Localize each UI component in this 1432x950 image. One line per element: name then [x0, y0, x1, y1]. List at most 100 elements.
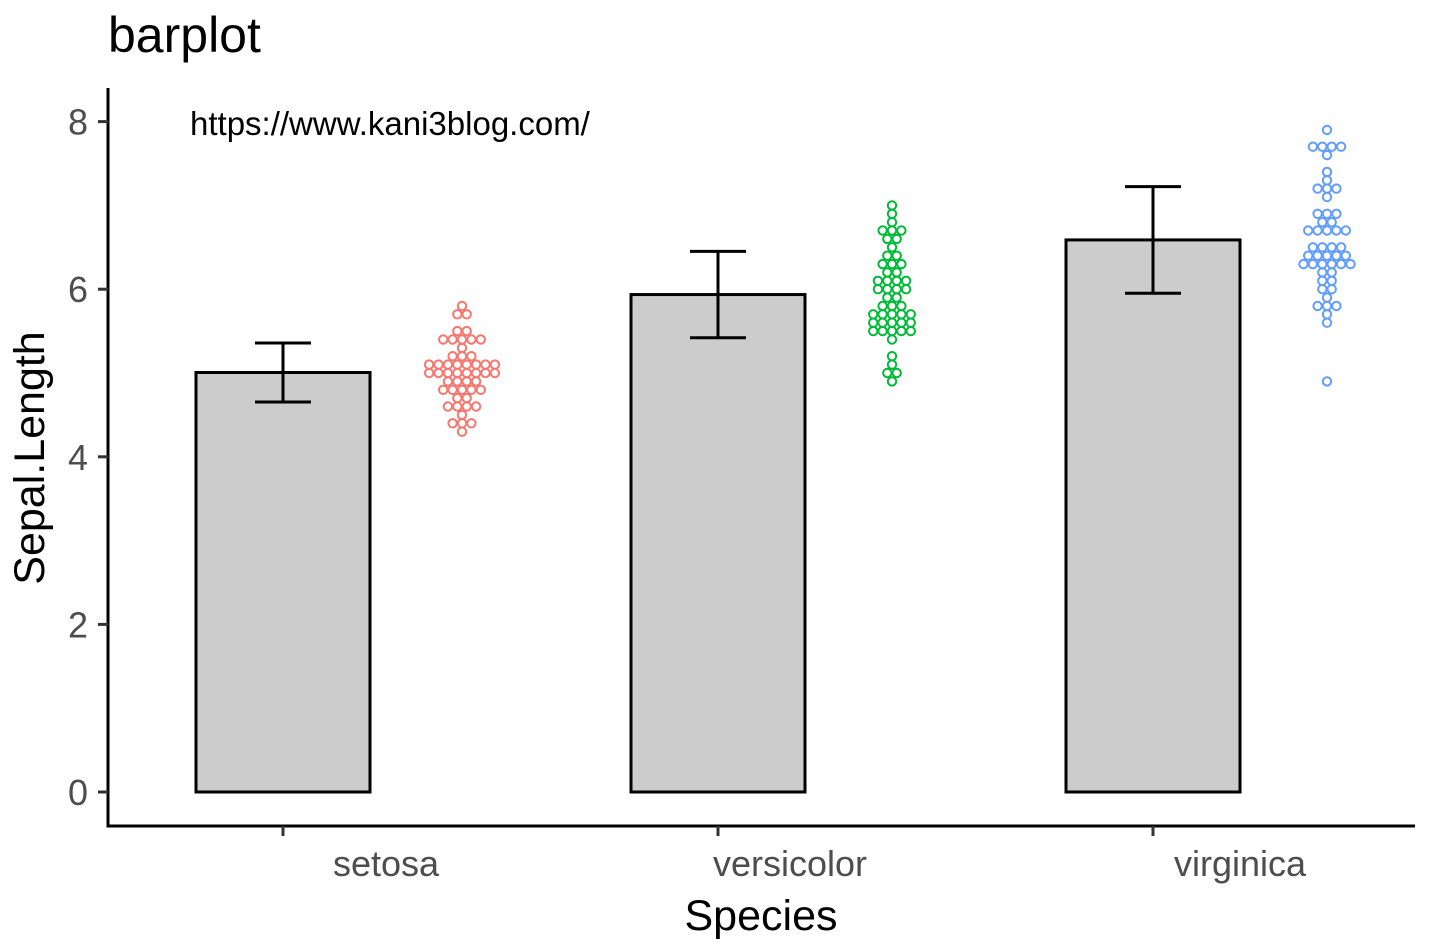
watermark-url: https://www.kani3blog.com/: [190, 105, 591, 142]
data-point: [886, 359, 898, 370]
data-point: [1340, 250, 1352, 261]
data-point: [1326, 217, 1337, 228]
data-point: [1312, 250, 1323, 261]
x-tick-label: versicolor: [713, 843, 867, 884]
data-point: [442, 401, 454, 412]
error-bar-versicolor: [690, 249, 746, 340]
y-axis-title: Sepal.Length: [6, 331, 54, 584]
data-point: [438, 384, 449, 395]
data-point: [475, 384, 486, 395]
data-point: [1317, 275, 1328, 286]
data-point: [891, 284, 902, 295]
data-point: [447, 418, 458, 429]
data-point: [886, 200, 898, 211]
x-axis-title: Species: [685, 892, 838, 940]
data-point: [1326, 258, 1337, 270]
data-point: [891, 267, 902, 278]
data-point: [886, 317, 898, 328]
data-point: [886, 225, 898, 236]
data-point: [1307, 141, 1319, 152]
data-point: [1321, 376, 1333, 387]
data-point: [891, 233, 902, 245]
data-point: [423, 359, 435, 370]
data-point: [905, 325, 916, 337]
plot-area: [194, 124, 1356, 794]
data-point: [900, 275, 912, 286]
data-point: [1326, 267, 1337, 278]
data-point: [877, 300, 888, 312]
data-point: [470, 359, 482, 370]
data-point: [886, 242, 898, 253]
data-point: [1312, 208, 1323, 220]
dotplot-setosa: [423, 300, 501, 437]
data-point: [442, 367, 454, 379]
data-point: [1321, 191, 1333, 203]
data-point: [886, 258, 898, 270]
data-point: [886, 217, 898, 228]
data-point: [1321, 166, 1333, 178]
data-point: [456, 426, 468, 437]
data-point: [1331, 300, 1342, 312]
data-point: [1317, 242, 1328, 253]
y-tick-label: 8: [68, 102, 88, 143]
data-point: [1326, 141, 1337, 152]
x-tick-label: setosa: [333, 843, 440, 884]
data-point: [882, 250, 893, 261]
data-point: [466, 351, 477, 362]
data-point: [447, 384, 458, 395]
data-point: [877, 325, 888, 337]
data-point: [456, 351, 468, 362]
data-point: [896, 309, 907, 320]
dotplot-versicolor: [868, 200, 916, 387]
data-point: [1303, 225, 1314, 236]
data-point: [1326, 275, 1337, 286]
data-point: [1326, 284, 1337, 295]
chart-title: barplot: [108, 7, 261, 63]
data-point: [1317, 267, 1328, 278]
data-point: [905, 309, 916, 320]
data-point: [882, 367, 893, 379]
data-point: [1317, 284, 1328, 295]
data-point: [456, 409, 468, 421]
data-point: [886, 351, 898, 362]
y-tick-label: 0: [68, 772, 88, 813]
data-point: [891, 367, 902, 379]
data-point: [452, 325, 463, 337]
data-point: [886, 376, 898, 387]
data-point: [433, 367, 444, 379]
data-point: [905, 317, 916, 328]
data-point: [1331, 208, 1342, 220]
data-point: [438, 334, 449, 345]
data-point: [1303, 250, 1314, 261]
bar-setosa: [194, 370, 372, 794]
data-point: [452, 376, 463, 387]
data-point: [1335, 141, 1347, 152]
data-point: [1340, 225, 1352, 236]
data-point: [1331, 250, 1342, 261]
data-point: [882, 284, 893, 295]
data-point: [470, 367, 482, 379]
data-point: [877, 258, 888, 270]
data-point: [1312, 300, 1323, 312]
data-point: [1321, 300, 1333, 312]
data-point: [877, 309, 888, 320]
data-point: [1321, 292, 1333, 303]
data-point: [1317, 141, 1328, 152]
data-point: [461, 392, 472, 404]
data-point: [896, 300, 907, 312]
data-point: [868, 325, 879, 337]
data-point: [1335, 242, 1347, 253]
data-point: [1326, 242, 1337, 253]
data-point: [470, 401, 482, 412]
data-point: [882, 233, 893, 245]
data-point: [1321, 175, 1333, 186]
data-point: [423, 367, 435, 379]
dotplot-virginica: [1298, 124, 1356, 387]
data-point: [900, 284, 912, 295]
data-point: [1307, 242, 1319, 253]
data-point: [461, 401, 472, 412]
data-point: [447, 351, 458, 362]
data-point: [1345, 258, 1356, 270]
data-point: [1312, 225, 1323, 236]
